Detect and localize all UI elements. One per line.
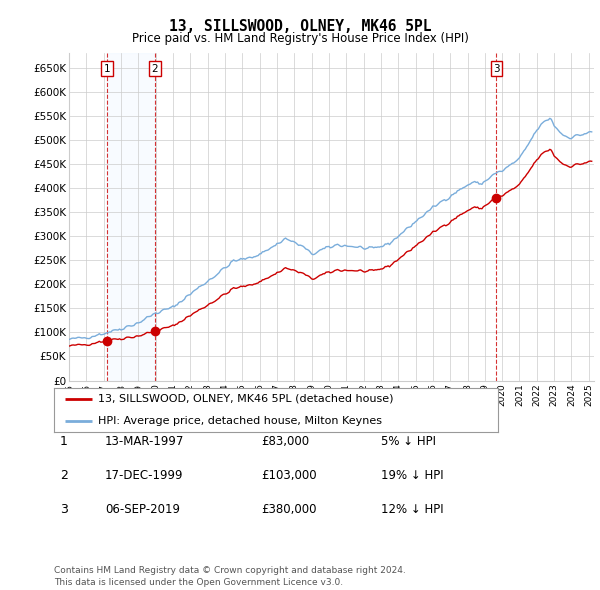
Bar	[107, 53, 155, 381]
Text: 12% ↓ HPI: 12% ↓ HPI	[381, 503, 443, 516]
Text: £380,000: £380,000	[261, 503, 317, 516]
Text: 2: 2	[152, 64, 158, 74]
Text: 3: 3	[493, 64, 500, 74]
Text: 1: 1	[104, 64, 110, 74]
Text: 13, SILLSWOOD, OLNEY, MK46 5PL: 13, SILLSWOOD, OLNEY, MK46 5PL	[169, 19, 431, 34]
Text: 1: 1	[60, 435, 68, 448]
Text: 19% ↓ HPI: 19% ↓ HPI	[381, 469, 443, 482]
Text: 5% ↓ HPI: 5% ↓ HPI	[381, 435, 436, 448]
Text: HPI: Average price, detached house, Milton Keynes: HPI: Average price, detached house, Milt…	[98, 416, 382, 426]
Text: Price paid vs. HM Land Registry's House Price Index (HPI): Price paid vs. HM Land Registry's House …	[131, 32, 469, 45]
Text: £103,000: £103,000	[261, 469, 317, 482]
Text: 06-SEP-2019: 06-SEP-2019	[105, 503, 180, 516]
Text: 13, SILLSWOOD, OLNEY, MK46 5PL (detached house): 13, SILLSWOOD, OLNEY, MK46 5PL (detached…	[98, 394, 394, 404]
Text: Contains HM Land Registry data © Crown copyright and database right 2024.
This d: Contains HM Land Registry data © Crown c…	[54, 566, 406, 587]
Text: £83,000: £83,000	[261, 435, 309, 448]
Text: 3: 3	[60, 503, 68, 516]
Text: 17-DEC-1999: 17-DEC-1999	[105, 469, 184, 482]
Text: 2: 2	[60, 469, 68, 482]
Text: 13-MAR-1997: 13-MAR-1997	[105, 435, 184, 448]
